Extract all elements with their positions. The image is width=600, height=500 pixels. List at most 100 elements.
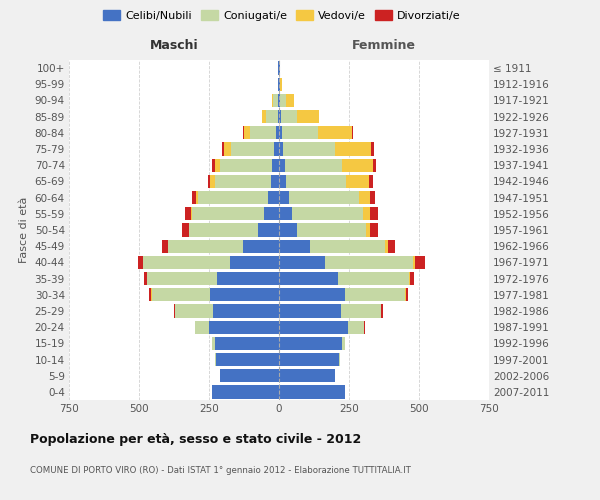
Bar bbox=[175, 304, 213, 318]
Bar bbox=[279, 369, 335, 382]
Bar bbox=[274, 94, 278, 107]
Bar bbox=[212, 386, 279, 398]
Bar bbox=[271, 175, 279, 188]
Bar bbox=[282, 126, 318, 140]
Bar bbox=[406, 288, 409, 302]
Bar bbox=[222, 142, 224, 156]
Bar bbox=[215, 175, 271, 188]
Bar bbox=[279, 353, 339, 366]
Bar bbox=[244, 126, 250, 140]
Bar bbox=[415, 256, 425, 269]
Bar bbox=[182, 224, 188, 236]
Bar bbox=[279, 142, 283, 156]
Bar bbox=[339, 353, 340, 366]
Bar bbox=[250, 126, 276, 140]
Bar bbox=[211, 288, 279, 302]
Bar bbox=[279, 191, 289, 204]
Bar bbox=[230, 142, 274, 156]
Bar bbox=[243, 126, 244, 140]
Bar bbox=[208, 175, 211, 188]
Bar bbox=[279, 336, 342, 350]
Bar bbox=[242, 240, 279, 253]
Bar bbox=[185, 207, 191, 220]
Bar bbox=[144, 272, 147, 285]
Bar bbox=[368, 175, 373, 188]
Bar bbox=[190, 224, 258, 236]
Bar bbox=[370, 191, 375, 204]
Bar bbox=[345, 288, 405, 302]
Bar bbox=[272, 158, 279, 172]
Bar bbox=[266, 110, 278, 124]
Bar bbox=[281, 110, 296, 124]
Bar bbox=[217, 272, 279, 285]
Bar bbox=[385, 240, 388, 253]
Bar bbox=[279, 94, 280, 107]
Bar bbox=[278, 110, 279, 124]
Bar bbox=[286, 175, 346, 188]
Bar bbox=[325, 256, 413, 269]
Bar bbox=[279, 224, 297, 236]
Bar bbox=[211, 175, 215, 188]
Bar bbox=[296, 110, 319, 124]
Text: Maschi: Maschi bbox=[149, 39, 199, 52]
Bar bbox=[297, 224, 366, 236]
Bar bbox=[341, 304, 381, 318]
Bar bbox=[371, 142, 374, 156]
Bar bbox=[280, 94, 286, 107]
Bar bbox=[192, 191, 196, 204]
Bar bbox=[174, 304, 175, 318]
Bar bbox=[388, 240, 395, 253]
Bar bbox=[279, 256, 325, 269]
Bar bbox=[279, 288, 345, 302]
Bar bbox=[363, 207, 370, 220]
Bar bbox=[276, 126, 279, 140]
Bar bbox=[279, 175, 286, 188]
Bar bbox=[224, 142, 230, 156]
Bar bbox=[366, 224, 370, 236]
Bar bbox=[268, 191, 279, 204]
Bar bbox=[279, 320, 347, 334]
Text: Femmine: Femmine bbox=[352, 39, 416, 52]
Bar bbox=[279, 386, 345, 398]
Bar bbox=[169, 240, 242, 253]
Bar bbox=[373, 158, 376, 172]
Bar bbox=[335, 142, 371, 156]
Bar bbox=[342, 158, 373, 172]
Bar bbox=[152, 288, 211, 302]
Bar bbox=[198, 191, 268, 204]
Bar bbox=[352, 126, 353, 140]
Text: Popolazione per età, sesso e stato civile - 2012: Popolazione per età, sesso e stato civil… bbox=[30, 432, 361, 446]
Bar bbox=[274, 142, 279, 156]
Bar bbox=[347, 320, 364, 334]
Bar bbox=[212, 336, 215, 350]
Bar bbox=[209, 320, 279, 334]
Bar bbox=[342, 336, 346, 350]
Y-axis label: Fasce di età: Fasce di età bbox=[19, 197, 29, 263]
Bar bbox=[262, 110, 266, 124]
Bar bbox=[162, 240, 168, 253]
Bar bbox=[359, 191, 370, 204]
Bar bbox=[272, 94, 274, 107]
Bar bbox=[279, 304, 341, 318]
Bar bbox=[196, 191, 198, 204]
Bar bbox=[148, 272, 217, 285]
Bar bbox=[413, 256, 415, 269]
Bar bbox=[409, 272, 410, 285]
Bar bbox=[283, 142, 335, 156]
Bar bbox=[318, 126, 352, 140]
Bar bbox=[195, 320, 209, 334]
Bar bbox=[220, 369, 279, 382]
Bar bbox=[310, 240, 385, 253]
Bar bbox=[215, 158, 220, 172]
Bar bbox=[191, 207, 192, 220]
Bar bbox=[149, 288, 151, 302]
Bar bbox=[279, 240, 310, 253]
Bar bbox=[382, 304, 383, 318]
Bar bbox=[370, 207, 378, 220]
Bar bbox=[230, 256, 279, 269]
Bar bbox=[286, 94, 295, 107]
Legend: Celibi/Nubili, Coniugati/e, Vedovi/e, Divorziati/e: Celibi/Nubili, Coniugati/e, Vedovi/e, Di… bbox=[99, 6, 465, 25]
Bar bbox=[279, 110, 281, 124]
Bar bbox=[338, 272, 409, 285]
Bar bbox=[279, 272, 338, 285]
